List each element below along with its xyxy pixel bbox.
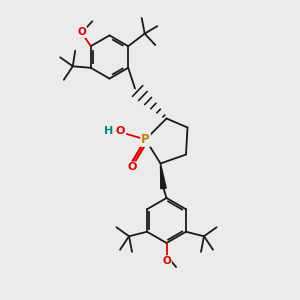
Text: O: O — [127, 162, 136, 172]
Text: O: O — [162, 256, 171, 266]
Polygon shape — [160, 164, 166, 189]
Text: O: O — [77, 27, 86, 37]
Text: O: O — [116, 126, 125, 136]
Text: P: P — [141, 133, 150, 146]
Text: H: H — [104, 125, 113, 136]
